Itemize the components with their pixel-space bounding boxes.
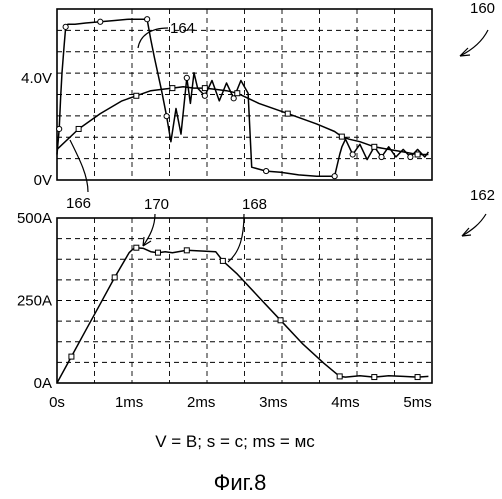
data-point-166 bbox=[202, 86, 207, 91]
data-point-168 bbox=[337, 374, 342, 379]
data-point-168 bbox=[112, 275, 117, 280]
x-tick-label: 5ms bbox=[403, 394, 431, 411]
data-point-168 bbox=[278, 318, 283, 323]
ref-label-160: 160 bbox=[470, 0, 495, 17]
leader-164 bbox=[138, 28, 168, 48]
y-tick-label: 250A bbox=[17, 293, 52, 310]
ref-label-168: 168 bbox=[242, 196, 267, 213]
y-tick-label: 0V bbox=[34, 172, 52, 189]
data-point-168 bbox=[415, 375, 420, 380]
ref-label-166: 166 bbox=[66, 195, 91, 212]
current-chart: 500A 250A 0A 0s 1ms 2ms 3ms 4ms 5ms bbox=[17, 210, 432, 411]
data-point-166 bbox=[76, 126, 81, 131]
data-point-164 bbox=[57, 126, 62, 131]
data-point-166 bbox=[235, 91, 240, 96]
x-tick-label: 0s bbox=[49, 394, 65, 411]
leader-166 bbox=[70, 140, 88, 192]
data-point-166 bbox=[285, 111, 290, 116]
data-point-164 bbox=[332, 174, 337, 179]
data-point-164 bbox=[145, 17, 150, 22]
ref-arrow-162-head bbox=[462, 228, 471, 236]
data-point-168 bbox=[155, 250, 160, 255]
data-point-164 bbox=[164, 114, 169, 119]
ref-label-170: 170 bbox=[144, 196, 169, 213]
series-line-164 bbox=[57, 19, 428, 176]
leader-168 bbox=[228, 214, 244, 262]
data-point-164 bbox=[202, 93, 207, 98]
ref-label-164: 164 bbox=[170, 20, 195, 37]
x-tick-label: 3ms bbox=[259, 394, 287, 411]
ref-label-162: 162 bbox=[470, 187, 495, 204]
grid bbox=[57, 9, 432, 180]
data-point-164 bbox=[379, 154, 384, 159]
y-tick-label: 500A bbox=[17, 210, 52, 227]
data-point-168 bbox=[372, 375, 377, 380]
voltage-chart: 4.0V 0V bbox=[21, 9, 432, 189]
data-point-168 bbox=[220, 258, 225, 263]
x-tick-label: 4ms bbox=[331, 394, 359, 411]
x-tick-label: 1ms bbox=[115, 394, 143, 411]
data-point-168 bbox=[184, 248, 189, 253]
data-point-164 bbox=[63, 24, 68, 29]
figure-label: Фиг.8 bbox=[214, 470, 267, 495]
data-point-164 bbox=[350, 152, 355, 157]
x-tick-label: 2ms bbox=[187, 394, 215, 411]
data-point-166 bbox=[372, 144, 377, 149]
data-point-166 bbox=[170, 86, 175, 91]
data-point-164 bbox=[184, 75, 189, 80]
data-point-168 bbox=[134, 245, 139, 250]
data-point-166 bbox=[134, 93, 139, 98]
caption: V = В; s = с; ms = мс bbox=[155, 432, 315, 451]
y-tick-label: 0A bbox=[34, 375, 52, 392]
data-point-164 bbox=[408, 154, 413, 159]
data-point-166 bbox=[339, 134, 344, 139]
y-tick-label: 4.0V bbox=[21, 70, 52, 87]
data-point-164 bbox=[98, 19, 103, 24]
data-point-164 bbox=[264, 168, 269, 173]
data-point-168 bbox=[69, 354, 74, 359]
data-point-166 bbox=[415, 152, 420, 157]
ref-arrow-160-head bbox=[460, 48, 470, 56]
data-point-164 bbox=[231, 96, 236, 101]
grid bbox=[57, 218, 432, 383]
